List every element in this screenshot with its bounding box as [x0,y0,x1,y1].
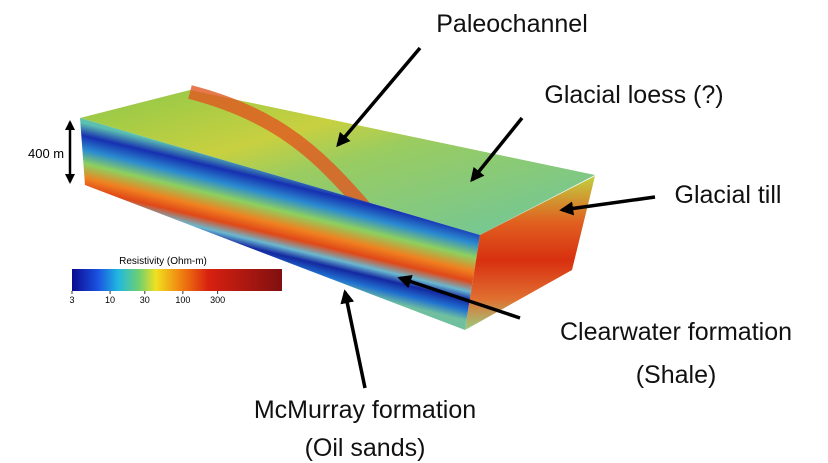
label: Paleochannel [436,10,588,38]
colorbar-tick-label: 300 [210,295,225,305]
colorbar-tick-label: 30 [140,295,150,305]
colorbar-tick-label: 100 [175,295,190,305]
figure: 400 m Paleochannel Glacial loess (?) Gla… [0,0,828,463]
label: McMurray formation [254,396,476,424]
label: Glacial loess (?) [544,81,723,109]
label: Clearwater formation [560,318,792,346]
label: Glacial till [675,181,782,209]
scale-label: 400 m [28,146,64,161]
label: (Shale) [636,361,717,389]
colorbar-title: Resistivity (Ohm-m) [119,256,207,267]
colorbar-tick-label: 10 [105,295,115,305]
arrow [345,292,365,388]
colorbar [72,269,282,291]
label: (Oil sands) [305,434,426,462]
colorbar-tick-label: 3 [69,295,74,305]
